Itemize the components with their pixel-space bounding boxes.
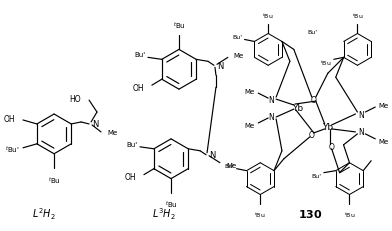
Text: O: O [311,95,317,104]
Text: $\mathbf{130}$: $\mathbf{130}$ [298,207,322,219]
Text: $L^2H_2$: $L^2H_2$ [32,206,56,221]
Text: N: N [217,61,223,70]
Text: N: N [269,113,274,122]
Text: N: N [358,110,364,119]
Text: Me: Me [226,162,236,168]
Text: Yb: Yb [292,103,303,112]
Text: OH: OH [4,115,15,124]
Text: $^t$Bu: $^t$Bu [262,12,274,21]
Text: Bu': Bu' [225,164,235,168]
Text: $^t$Bu: $^t$Bu [344,210,355,219]
Text: $L^3H_2$: $L^3H_2$ [152,206,176,221]
Text: Me: Me [107,129,117,135]
Text: Bu': Bu' [312,173,322,178]
Text: $^t$Bu': $^t$Bu' [5,144,20,155]
Text: Me: Me [378,138,388,144]
Text: Bu': Bu' [127,141,138,147]
Text: Yb: Yb [322,123,333,132]
Text: O: O [329,143,335,152]
Text: $^t$Bu: $^t$Bu [254,210,266,219]
Text: Me: Me [244,122,254,128]
Text: $^t$Bu: $^t$Bu [320,59,332,67]
Text: OH: OH [124,172,136,181]
Text: $^t$Bu: $^t$Bu [165,199,178,210]
Text: N: N [269,95,274,104]
Text: Bu': Bu' [232,35,243,40]
Text: Bu': Bu' [308,30,318,35]
Text: $^t$Bu: $^t$Bu [352,12,363,21]
Text: HO: HO [69,94,81,103]
Text: Me: Me [244,89,254,95]
Text: Bu': Bu' [135,52,146,58]
Text: O: O [309,131,315,140]
Text: N: N [358,128,364,137]
Text: OH: OH [132,83,144,92]
Text: Me: Me [378,103,388,109]
Text: N: N [92,120,98,129]
Text: Me: Me [234,53,244,59]
Text: $^t$Bu: $^t$Bu [172,19,185,30]
Text: N: N [209,151,215,160]
Text: $^t$Bu: $^t$Bu [47,174,60,185]
